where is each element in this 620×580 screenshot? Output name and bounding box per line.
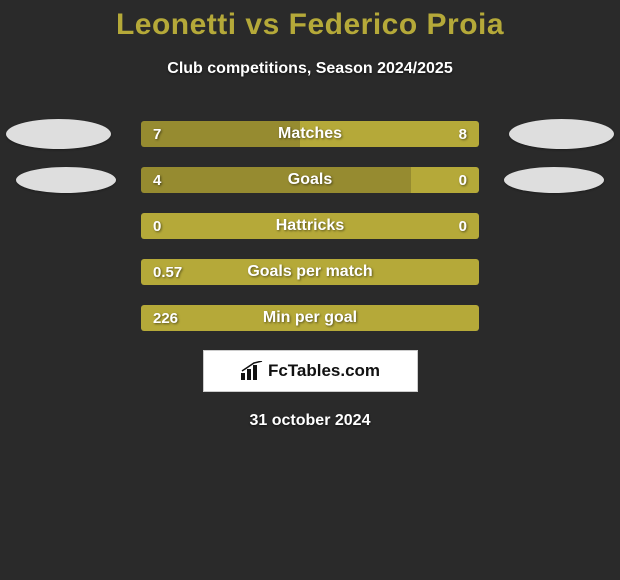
stat-bar: 0.57Goals per match	[140, 258, 480, 286]
stat-row: 00Hattricks	[0, 212, 620, 240]
bar-segment-right	[300, 121, 479, 147]
player-oval-left	[16, 167, 116, 193]
subtitle: Club competitions, Season 2024/2025	[167, 60, 452, 78]
stat-row: 226Min per goal	[0, 304, 620, 332]
stat-value-left: 4	[153, 167, 161, 193]
stat-bar: 00Hattricks	[140, 212, 480, 240]
bar-segment-left	[141, 167, 411, 193]
player-oval-left	[6, 119, 111, 149]
stat-value-right: 0	[459, 167, 467, 193]
bar-segment-right	[411, 167, 479, 193]
stat-value-right: 0	[459, 213, 467, 239]
stat-bar: 78Matches	[140, 120, 480, 148]
stat-bar: 40Goals	[140, 166, 480, 194]
stat-value-left: 7	[153, 121, 161, 147]
stat-row: 78Matches	[0, 120, 620, 148]
stat-value-left: 226	[153, 305, 178, 331]
chart-icon	[240, 361, 264, 381]
player-oval-right	[509, 119, 614, 149]
stat-value-right: 8	[459, 121, 467, 147]
stat-bar: 226Min per goal	[140, 304, 480, 332]
stat-value-left: 0	[153, 213, 161, 239]
source-badge: FcTables.com	[203, 350, 418, 392]
page-title: Leonetti vs Federico Proia	[116, 8, 504, 42]
stat-rows: 78Matches40Goals00Hattricks0.57Goals per…	[0, 120, 620, 332]
stat-row: 40Goals	[0, 166, 620, 194]
date: 31 october 2024	[250, 412, 371, 430]
bar-segment-left	[141, 305, 479, 331]
bar-segment-left	[141, 121, 300, 147]
badge-text: FcTables.com	[268, 361, 380, 381]
bar-segment-left	[141, 213, 479, 239]
bar-segment-left	[141, 259, 479, 285]
comparison-infographic: Leonetti vs Federico Proia Club competit…	[0, 0, 620, 580]
stat-value-left: 0.57	[153, 259, 182, 285]
stat-row: 0.57Goals per match	[0, 258, 620, 286]
player-oval-right	[504, 167, 604, 193]
